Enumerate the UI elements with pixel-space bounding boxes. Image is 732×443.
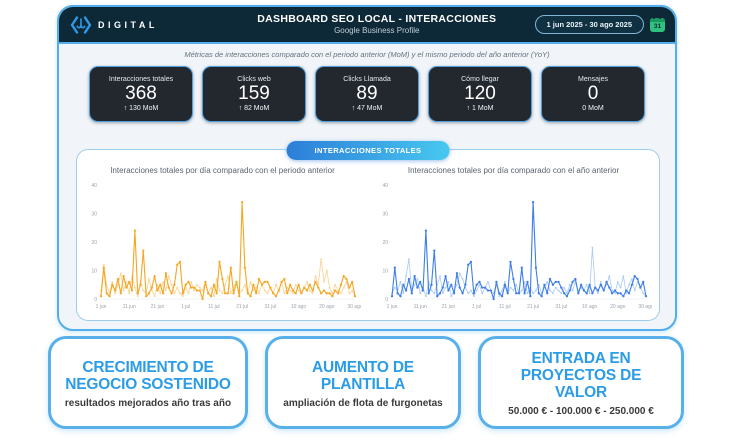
metric-value: 120 [464, 83, 496, 105]
svg-text:10: 10 [382, 268, 388, 274]
svg-text:20: 20 [382, 240, 388, 246]
metric-value: 368 [125, 83, 157, 105]
metric-card-clicks-llamada: Clicks Llamada 89 ↑ 47 MoM [315, 66, 419, 122]
interacciones-totales-tab[interactable]: INTERACCIONES TOTALES [286, 141, 450, 160]
svg-text:10 ago: 10 ago [290, 304, 306, 310]
metrics-caption: Métricas de interacciones comparado con … [184, 50, 550, 59]
svg-text:20 ago: 20 ago [319, 304, 335, 310]
metric-delta: ↑ 47 MoM [351, 104, 383, 112]
svg-text:1 jul: 1 jul [472, 304, 481, 310]
dashboard-subtitle: Google Business Profile [334, 26, 420, 36]
insight-subtitle: 50.000 € - 100.000 € - 250.000 € [508, 406, 654, 418]
svg-text:40: 40 [91, 183, 97, 189]
svg-text:20: 20 [91, 240, 97, 246]
metric-value: 89 [356, 83, 378, 105]
charts-row: Interacciones totales por día comparado … [77, 150, 659, 320]
metric-card-interacciones-totales: Interacciones totales 368 ↑ 130 MoM [89, 66, 193, 122]
charts-panel: INTERACCIONES TOTALES Interacciones tota… [76, 141, 660, 321]
svg-text:11 jul: 11 jul [499, 304, 511, 310]
insight-subtitle: ampliación de flota de furgonetas [283, 397, 443, 409]
svg-text:1 jun: 1 jun [386, 304, 397, 310]
digital-logo: DIGITAL [69, 15, 219, 35]
metric-value: 0 [587, 83, 599, 105]
chart-title: Interacciones totales por día comparado … [110, 166, 335, 175]
chart-title: Interacciones totales por día comparado … [407, 166, 620, 175]
date-range-picker[interactable]: 1 jun 2025 - 30 ago 2025 [534, 15, 644, 34]
header-right: 1 jun 2025 - 30 ago 2025 31 [534, 15, 665, 34]
insight-subtitle: resultados mejorados año tras año [64, 397, 232, 409]
svg-text:31 jul: 31 jul [555, 304, 567, 310]
metric-label: Cómo llegar [461, 76, 499, 84]
metric-value: 159 [238, 83, 270, 105]
svg-text:20 ago: 20 ago [610, 304, 626, 310]
dashboard-container: DIGITAL DASHBOARD SEO LOCAL - INTERACCIO… [57, 5, 677, 331]
calendar-icon[interactable]: 31 [650, 15, 665, 32]
line-chart-ano-anterior: 0 10 20 30 40 1 jun 11 jun 21 jun 1 jul 11 jul 21 … [382, 183, 652, 310]
svg-text:31 jul: 31 jul [264, 304, 276, 310]
chart-ano-anterior: Interacciones totales por día comparado … [368, 166, 659, 320]
metric-delta: 0 MoM [582, 104, 604, 112]
chart-periodo-anterior: Interacciones totales por día comparado … [77, 166, 368, 320]
metric-card-clicks-web: Clicks web 159 ↑ 82 MoM [202, 66, 306, 122]
dashboard-title: DASHBOARD SEO LOCAL - INTERACCIONES [257, 12, 497, 25]
svg-text:21 jun: 21 jun [441, 304, 455, 310]
insight-card-crecimiento: CRECIMIENTO DE NEGOCIO SOSTENIDO resulta… [48, 336, 248, 430]
svg-text:21 jun: 21 jun [150, 304, 164, 310]
metric-delta: ↑ 1 MoM [466, 104, 494, 112]
svg-text:11 jul: 11 jul [208, 304, 220, 310]
svg-text:10: 10 [91, 268, 97, 274]
insight-cards-row: CRECIMIENTO DE NEGOCIO SOSTENIDO resulta… [0, 336, 732, 430]
svg-text:30: 30 [382, 211, 388, 217]
svg-text:40: 40 [382, 183, 388, 189]
svg-text:1 jul: 1 jul [181, 304, 190, 310]
svg-text:21 jul: 21 jul [527, 304, 539, 310]
svg-text:10 ago: 10 ago [581, 304, 597, 310]
svg-text:30 ago: 30 ago [347, 304, 361, 310]
insight-title: CRECIMIENTO DE NEGOCIO SOSTENIDO [65, 358, 231, 393]
svg-text:0: 0 [94, 297, 97, 303]
svg-text:30 ago: 30 ago [638, 304, 652, 310]
metric-card-mensajes: Mensajes 0 0 MoM [541, 66, 645, 122]
logo-label: DIGITAL [98, 19, 158, 30]
insight-card-plantilla: AUMENTO DE PLANTILLA ampliación de flota… [265, 336, 461, 430]
metric-label: Interacciones totales [108, 76, 174, 84]
metric-cards-row: Interacciones totales 368 ↑ 130 MoM Clic… [59, 66, 675, 122]
metric-delta: ↑ 130 MoM [123, 104, 159, 112]
line-chart-periodo-anterior: 0 10 20 30 40 1 jun 11 jun 21 jun 1 jul 11 jul 21 … [91, 183, 361, 310]
svg-text:1 jun: 1 jun [95, 304, 106, 310]
insight-card-proyectos: ENTRADA EN PROYECTOS DE VALOR 50.000 € -… [478, 336, 684, 430]
svg-text:0: 0 [385, 297, 388, 303]
svg-text:30: 30 [91, 211, 97, 217]
svg-text:11 jun: 11 jun [122, 304, 135, 310]
svg-text:11 jun: 11 jun [413, 304, 426, 310]
metric-label: Mensajes [578, 76, 608, 84]
digital-logo-icon [70, 15, 92, 34]
metric-card-como-llegar: Cómo llegar 120 ↑ 1 MoM [428, 66, 532, 122]
insight-title: ENTRADA EN PROYECTOS DE VALOR [520, 350, 642, 402]
svg-text:21 jul: 21 jul [236, 304, 248, 310]
metric-label: Clicks Llamada [343, 76, 391, 84]
header-bar: DIGITAL DASHBOARD SEO LOCAL - INTERACCIO… [59, 7, 675, 44]
insight-title: AUMENTO DE PLANTILLA [312, 358, 414, 393]
header-titles: DASHBOARD SEO LOCAL - INTERACCIONES Goog… [227, 13, 527, 36]
metric-label: Clicks web [237, 76, 271, 84]
metric-delta: ↑ 82 MoM [238, 104, 270, 112]
